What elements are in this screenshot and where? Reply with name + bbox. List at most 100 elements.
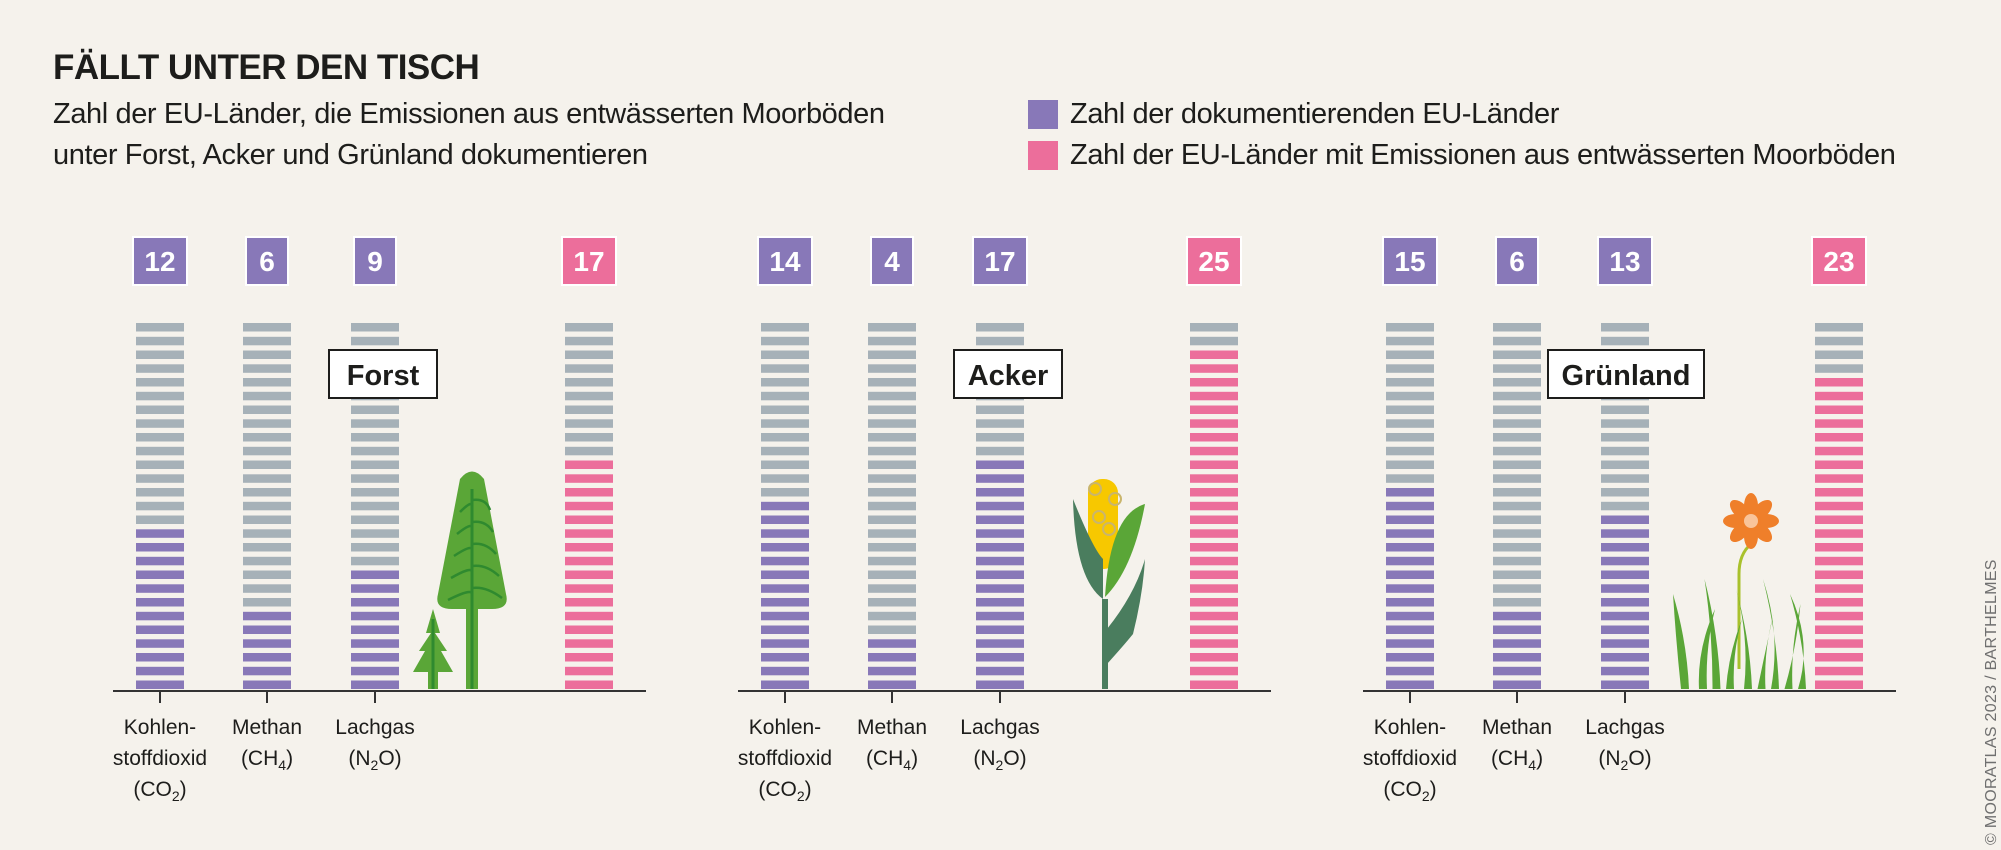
tree-branch xyxy=(471,498,492,511)
segment-filled xyxy=(976,598,1024,607)
segment-empty xyxy=(1601,323,1649,332)
segment-empty xyxy=(565,405,613,414)
segment-filled xyxy=(351,570,399,579)
segment-filled xyxy=(1190,639,1238,648)
segment-empty xyxy=(868,419,916,428)
badge-documenting-value: 6 xyxy=(1509,246,1525,277)
tree-branch xyxy=(459,502,474,513)
segment-filled xyxy=(976,570,1024,579)
segment-empty xyxy=(351,460,399,469)
segment-filled xyxy=(761,625,809,634)
segment-filled xyxy=(136,666,184,676)
segment-empty xyxy=(351,529,399,538)
legend-item-emitting: Zahl der EU-Länder mit Emissionen aus en… xyxy=(1028,135,1896,176)
segment-filled xyxy=(565,653,613,662)
grass-blade xyxy=(1698,609,1715,689)
segment-filled xyxy=(136,584,184,593)
segment-filled xyxy=(1190,625,1238,634)
segment-empty xyxy=(243,556,291,566)
segment-empty xyxy=(1493,364,1541,373)
segment-filled xyxy=(1386,515,1434,524)
segment-filled xyxy=(136,529,184,538)
segment-filled xyxy=(1815,460,1863,469)
segment-filled xyxy=(1815,419,1863,428)
segment-empty xyxy=(243,419,291,428)
segment-empty xyxy=(243,515,291,524)
segment-empty xyxy=(565,391,613,401)
segment-empty xyxy=(1815,364,1863,373)
bar-documenting-co2: 15 xyxy=(1382,236,1438,689)
segment-empty xyxy=(1386,378,1434,387)
segment-filled xyxy=(1815,378,1863,387)
segment-filled xyxy=(1601,515,1649,524)
segment-filled xyxy=(868,680,916,689)
segment-empty xyxy=(1386,446,1434,456)
segment-empty xyxy=(136,488,184,497)
segment-filled xyxy=(1386,611,1434,621)
x-tick-label: Kohlen- xyxy=(1374,716,1446,739)
segment-filled xyxy=(976,543,1024,552)
segment-filled xyxy=(565,529,613,538)
segment-filled xyxy=(565,556,613,566)
segment-empty xyxy=(1493,405,1541,414)
x-tick-label: Lachgas xyxy=(335,716,414,739)
segment-filled xyxy=(351,611,399,621)
segment-filled xyxy=(976,625,1024,634)
segment-filled xyxy=(1601,625,1649,634)
segment-empty xyxy=(243,474,291,483)
subtitle-line-1: Zahl der EU-Länder, die Emissionen aus e… xyxy=(53,98,885,130)
segment-filled xyxy=(1493,666,1541,676)
segment-filled xyxy=(1815,666,1863,676)
segment-empty xyxy=(868,405,916,414)
segment-filled xyxy=(1601,598,1649,607)
badge-documenting-bg xyxy=(1599,238,1651,284)
segment-empty xyxy=(761,405,809,414)
segment-filled xyxy=(243,653,291,662)
x-tick-label: (N2O) xyxy=(1598,747,1651,773)
segment-empty xyxy=(1601,460,1649,469)
segment-filled xyxy=(1815,598,1863,607)
segment-empty xyxy=(761,391,809,401)
segment-filled xyxy=(761,529,809,538)
segment-filled xyxy=(1190,584,1238,593)
segment-filled xyxy=(976,460,1024,469)
segment-empty xyxy=(761,474,809,483)
segment-empty xyxy=(351,474,399,483)
segment-empty xyxy=(243,570,291,579)
segment-empty xyxy=(243,336,291,346)
segment-empty xyxy=(351,336,399,346)
segment-empty xyxy=(243,378,291,387)
bar-documenting-co2: 12 xyxy=(132,236,188,689)
segment-filled xyxy=(243,666,291,676)
segment-filled xyxy=(565,598,613,607)
segment-empty xyxy=(1190,323,1238,332)
segment-filled xyxy=(1386,501,1434,511)
segment-empty xyxy=(976,336,1024,346)
segment-filled xyxy=(565,570,613,579)
segment-filled xyxy=(976,529,1024,538)
segment-filled xyxy=(976,515,1024,524)
badge-emitting-bg xyxy=(1188,238,1240,284)
segment-empty xyxy=(1815,323,1863,332)
segment-empty xyxy=(243,598,291,607)
panel-acker: 14 4 17 25 Kohlen-stoffdioxid (CO2) Methan (CH4… xyxy=(738,236,1271,804)
segment-filled xyxy=(243,680,291,689)
x-tick-label: stoffdioxid xyxy=(1363,747,1457,770)
segment-filled xyxy=(1190,433,1238,442)
segment-empty xyxy=(351,446,399,456)
segment-empty xyxy=(1493,570,1541,579)
segment-empty xyxy=(243,488,291,497)
bar-emitting: 25 xyxy=(1186,236,1242,689)
segment-filled xyxy=(976,653,1024,662)
segment-empty xyxy=(761,350,809,359)
segment-filled xyxy=(1386,666,1434,676)
segment-empty xyxy=(1493,336,1541,346)
segment-empty xyxy=(1601,433,1649,442)
segment-empty xyxy=(761,419,809,428)
segment-filled xyxy=(565,666,613,676)
segment-empty xyxy=(1601,488,1649,497)
segment-filled xyxy=(243,625,291,634)
bar-documenting-n2o: 13 xyxy=(1597,236,1653,689)
segment-empty xyxy=(243,543,291,552)
x-tick-label: stoffdioxid xyxy=(113,747,207,770)
